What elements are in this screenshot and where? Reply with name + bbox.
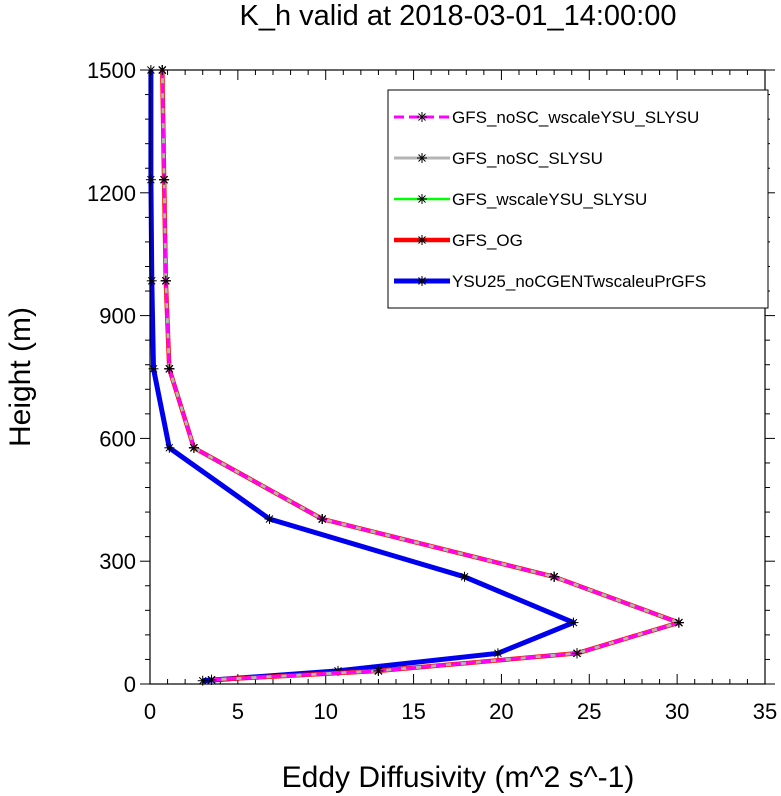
data-point bbox=[145, 174, 156, 185]
data-point bbox=[549, 571, 560, 582]
legend-marker bbox=[417, 194, 427, 204]
axis-ticks: 0 5 10 15 20 25 30 35 0 300 600 900 1200 1500 bbox=[87, 58, 777, 724]
legend-label: YSU25_noCGENTwscaleuPrGFS bbox=[452, 272, 706, 291]
x-tick-label: 35 bbox=[753, 699, 777, 724]
data-point bbox=[317, 514, 328, 525]
legend: GFS_noSC_wscaleYSU_SLYSU GFS_noSC_SLYSU GF… bbox=[387, 89, 769, 309]
series-lines bbox=[145, 65, 684, 686]
x-tick-label: 10 bbox=[313, 699, 337, 724]
legend-marker bbox=[417, 153, 427, 163]
y-tick-label: 0 bbox=[124, 672, 136, 697]
legend-marker bbox=[417, 112, 427, 122]
data-point bbox=[571, 648, 582, 659]
y-tick-label: 600 bbox=[99, 426, 136, 451]
chart-title: K_h valid at 2018-03-01_14:00:00 bbox=[240, 0, 677, 32]
data-point bbox=[492, 648, 503, 659]
legend-box bbox=[387, 89, 769, 309]
data-point bbox=[159, 174, 170, 185]
y-tick-label: 900 bbox=[99, 304, 136, 329]
x-tick-label: 15 bbox=[401, 699, 425, 724]
data-point bbox=[459, 571, 470, 582]
x-tick-label: 20 bbox=[489, 699, 513, 724]
legend-label: GFS_OG bbox=[452, 231, 523, 250]
y-tick-label: 300 bbox=[99, 549, 136, 574]
legend-label: GFS_noSC_SLYSU bbox=[452, 149, 603, 168]
data-point bbox=[264, 514, 275, 525]
x-tick-label: 5 bbox=[232, 699, 244, 724]
y-tick-label: 1200 bbox=[87, 181, 136, 206]
data-point bbox=[164, 363, 175, 374]
y-axis-label: Height (m) bbox=[4, 307, 37, 447]
legend-label: GFS_wscaleYSU_SLYSU bbox=[452, 190, 647, 209]
data-point bbox=[373, 665, 384, 676]
plot-frame bbox=[149, 69, 766, 685]
data-point bbox=[206, 674, 217, 685]
data-point bbox=[160, 275, 171, 286]
x-tick-label: 30 bbox=[665, 699, 689, 724]
legend-marker bbox=[417, 276, 427, 286]
y-tick-label: 1500 bbox=[87, 58, 136, 83]
x-tick-label: 0 bbox=[144, 699, 156, 724]
legend-label: GFS_noSC_wscaleYSU_SLYSU bbox=[452, 108, 699, 127]
legend-marker bbox=[417, 235, 427, 245]
x-tick-label: 25 bbox=[577, 699, 601, 724]
data-point bbox=[146, 275, 157, 286]
data-point bbox=[164, 442, 175, 453]
data-point bbox=[568, 617, 579, 628]
x-axis-label: Eddy Diffusivity (m^2 s^-1) bbox=[282, 761, 635, 794]
data-point bbox=[673, 617, 684, 628]
data-point bbox=[188, 442, 199, 453]
